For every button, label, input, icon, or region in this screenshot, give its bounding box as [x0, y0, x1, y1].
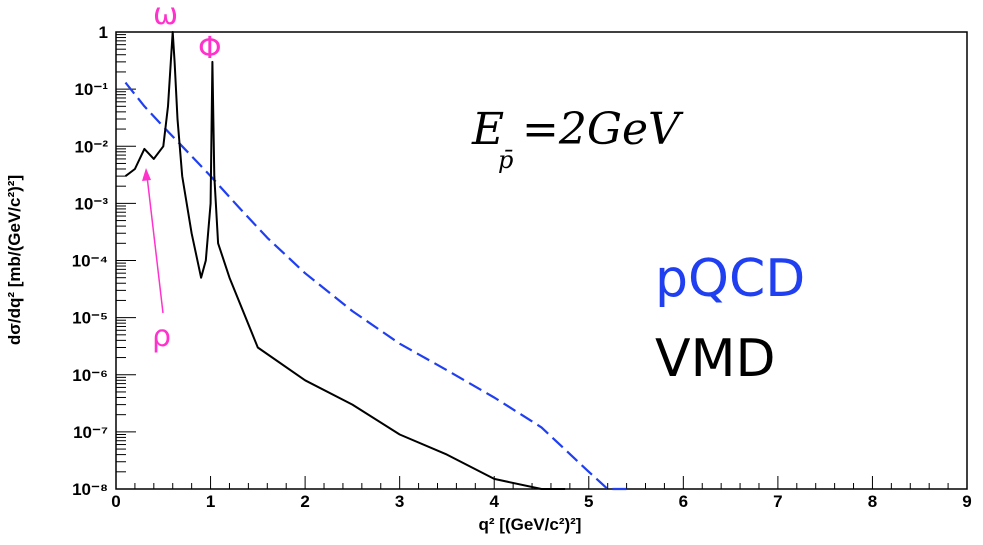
x-tick-label: 9 [962, 492, 971, 511]
y-tick-label: 1 [99, 23, 108, 42]
x-tick-label: 6 [679, 492, 688, 511]
x-axis-title: q² [(GeV/c²)²] [479, 515, 582, 534]
series-pqcd-line [124, 81, 632, 491]
plot-frame [115, 31, 968, 490]
x-tick-label: 4 [489, 492, 499, 511]
x-tick-labels: 0 1 2 3 4 5 6 7 8 9 [111, 492, 971, 511]
y-tick-labels: 10⁻⁸ 10⁻⁷ 10⁻⁶ 10⁻⁵ 10⁻⁴ 10⁻³ 10⁻² 10⁻¹ 1 [72, 23, 109, 499]
energy-label: E p̄ =2GeV [471, 104, 684, 174]
x-tick-label: 5 [584, 492, 593, 511]
x-tick-label: 2 [300, 492, 309, 511]
y-tick-label: 10⁻³ [74, 194, 108, 213]
axis-ticks [115, 31, 968, 490]
energy-subscript: p̄ [498, 146, 513, 174]
x-tick-label: 8 [868, 492, 877, 511]
y-tick-label: 10⁻⁸ [72, 480, 108, 499]
annotation-rho: ρ [152, 319, 171, 354]
y-axis-title: dσ/dq² [mb/(GeV/c²)²] [5, 175, 24, 345]
x-tick-label: 0 [111, 492, 120, 511]
y-tick-label: 10⁻⁴ [72, 252, 108, 271]
x-tick-label: 3 [395, 492, 404, 511]
annotation-phi: Φ [198, 31, 222, 66]
energy-value: =2GeV [522, 104, 684, 155]
y-tick-label: 10⁻⁶ [72, 366, 108, 385]
series-lines [124, 31, 632, 491]
series-vmd-line [124, 31, 566, 490]
y-tick-label: 10⁻⁷ [73, 423, 108, 442]
annotation-omega: ω [153, 0, 178, 32]
legend-pqcd: pQCD [655, 249, 805, 309]
y-tick-label: 10⁻⁵ [72, 309, 108, 328]
rho-arrow [142, 168, 164, 314]
x-tick-label: 1 [206, 492, 215, 511]
y-tick-label: 10⁻² [74, 137, 108, 156]
legend-vmd: VMD [655, 329, 775, 389]
energy-symbol: E [471, 104, 504, 155]
x-tick-label: 7 [773, 492, 782, 511]
y-tick-label: 10⁻¹ [74, 80, 108, 99]
